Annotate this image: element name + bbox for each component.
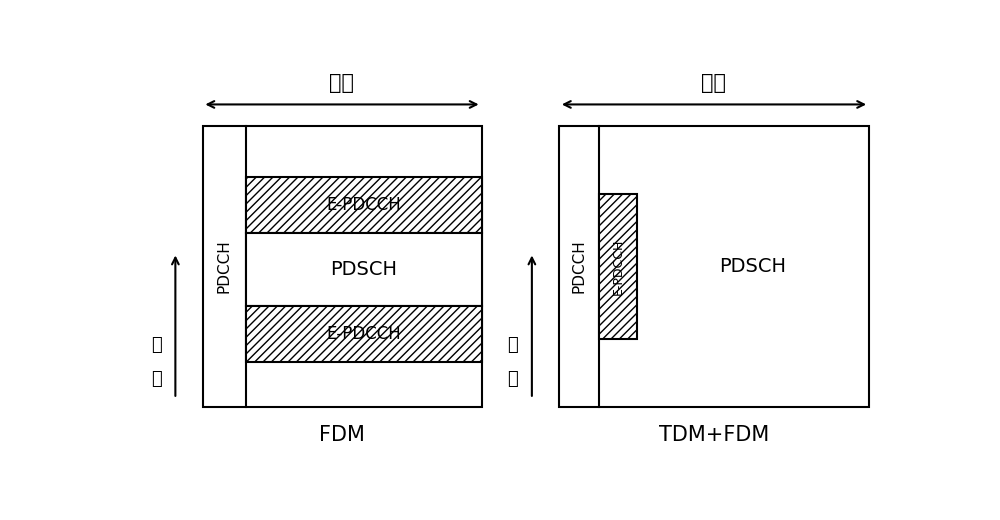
Bar: [246, 177, 482, 233]
Bar: [559, 126, 869, 407]
Text: 子帧: 子帧: [330, 73, 354, 93]
Text: 率: 率: [151, 370, 161, 388]
Bar: [202, 126, 482, 407]
Text: TDM+FDM: TDM+FDM: [659, 425, 769, 445]
Text: PDCCH: PDCCH: [217, 240, 232, 293]
Text: PDCCH: PDCCH: [572, 240, 587, 293]
Text: FDM: FDM: [319, 425, 365, 445]
Bar: [246, 306, 482, 362]
Text: E-PDCCH: E-PDCCH: [611, 238, 624, 295]
Text: E-PDCCH: E-PDCCH: [326, 196, 401, 214]
Text: E-PDCCH: E-PDCCH: [326, 325, 401, 343]
Text: 率: 率: [507, 370, 518, 388]
Bar: [246, 233, 482, 306]
Text: PDSCH: PDSCH: [719, 257, 786, 276]
Text: 频: 频: [151, 336, 161, 354]
Text: 频: 频: [507, 336, 518, 354]
Text: 子帧: 子帧: [702, 73, 726, 93]
Text: PDSCH: PDSCH: [330, 260, 397, 279]
Bar: [599, 194, 637, 340]
